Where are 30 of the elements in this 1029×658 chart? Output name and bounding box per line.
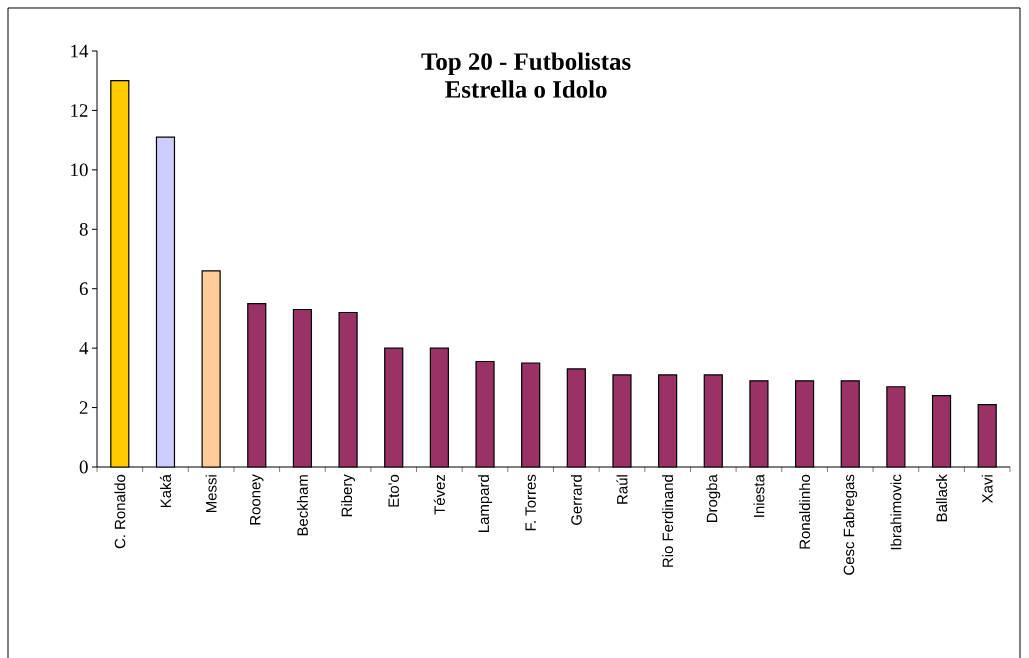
x-tick-label: Tévez [433, 474, 445, 515]
chart-title: Top 20 - Futbolistas [421, 52, 631, 76]
x-tick-label: Ribery [341, 474, 356, 517]
x-tick-label: Gerrard [570, 475, 582, 525]
x-tick-label: C. Ronaldo [114, 474, 126, 549]
x-tick-label: Ballack [936, 474, 948, 522]
x-tick-label: Iniesta [753, 474, 765, 517]
y-tick-label: 0 [79, 460, 88, 474]
text: Estrella o Idolo [445, 80, 607, 98]
x-tick-label: F. Torres [525, 474, 536, 531]
x-tick-label: Eto'o [388, 474, 399, 507]
x-tick-label: Messi [205, 475, 217, 512]
x-tick-label: Xavi [981, 475, 993, 503]
y-tick-label: 14 [71, 44, 89, 58]
x-tick-label: Ronaldinho [799, 474, 811, 549]
x-tick-label: Rooney [250, 474, 264, 525]
y-tick-label: 2 [79, 401, 88, 414]
x-tick-label: Ibrahimovic [890, 474, 902, 550]
x-tick-label: Rio Ferdinand [662, 475, 674, 567]
y-tick-label: 6 [79, 282, 88, 296]
x-tick-label: Raúl [616, 475, 628, 504]
y-tick-label: 4 [79, 341, 89, 355]
y-tick-label: 10 [71, 163, 88, 177]
x-tick-label: Beckham [296, 475, 308, 536]
x-tick-label: Drogba [706, 474, 721, 522]
y-tick-label: 12 [71, 104, 88, 117]
x-tick-label: Kaká [159, 474, 172, 508]
y-tick-label: 8 [79, 222, 88, 236]
x-tick-label: Cesc Fabregas [843, 474, 858, 575]
x-tick-label: Lampard [478, 475, 492, 532]
